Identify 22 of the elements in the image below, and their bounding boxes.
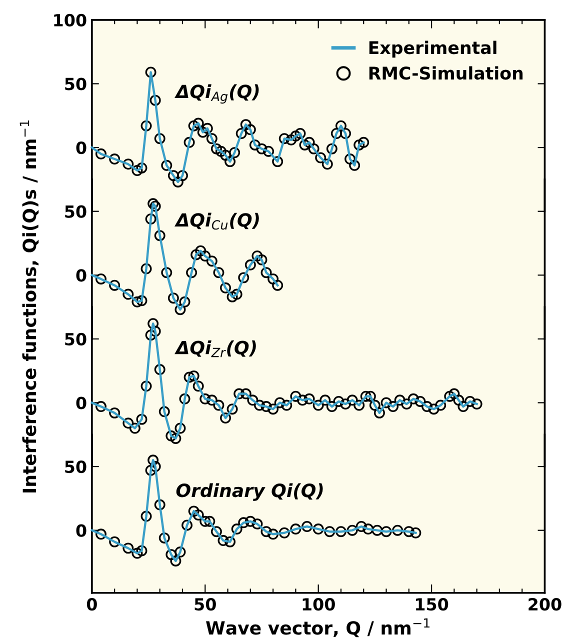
x-tick-label: 200 bbox=[528, 598, 562, 611]
y-tick-label: 0 bbox=[76, 524, 86, 537]
x-tick-label: 0 bbox=[86, 598, 97, 611]
y-tick-label: 50 bbox=[65, 332, 86, 346]
x-tick-label: 100 bbox=[302, 598, 335, 611]
y-tick-label: 100 bbox=[54, 14, 86, 26]
y-tick-label: 0 bbox=[76, 141, 86, 154]
annotation: ΔQi$_{Ag}$(Q) bbox=[174, 84, 259, 104]
x-axis-title: Wave vector, Q / nm$^{−1}$ bbox=[206, 618, 430, 638]
y-axis-title: Interference functions, Qi(Q)s / nm$^{−1}$ bbox=[20, 120, 39, 492]
y-tick-label: 50 bbox=[65, 78, 86, 90]
annotation: ΔQi$_{Zr}$(Q) bbox=[174, 340, 256, 358]
x-tick-label: 50 bbox=[194, 598, 216, 611]
legend-label: Experimental bbox=[369, 40, 496, 58]
annotation: Ordinary Qi(Q) bbox=[176, 483, 323, 501]
y-tick-label: 50 bbox=[65, 205, 86, 218]
x-tick-label: 150 bbox=[416, 598, 448, 611]
y-tick-label: 50 bbox=[65, 460, 86, 474]
y-tick-label: 0 bbox=[76, 269, 86, 282]
annotation: ΔQi$_{Cu}$(Q) bbox=[174, 212, 259, 230]
y-tick-label: 0 bbox=[76, 396, 86, 410]
legend-label: RMC-Simulation bbox=[369, 66, 523, 80]
